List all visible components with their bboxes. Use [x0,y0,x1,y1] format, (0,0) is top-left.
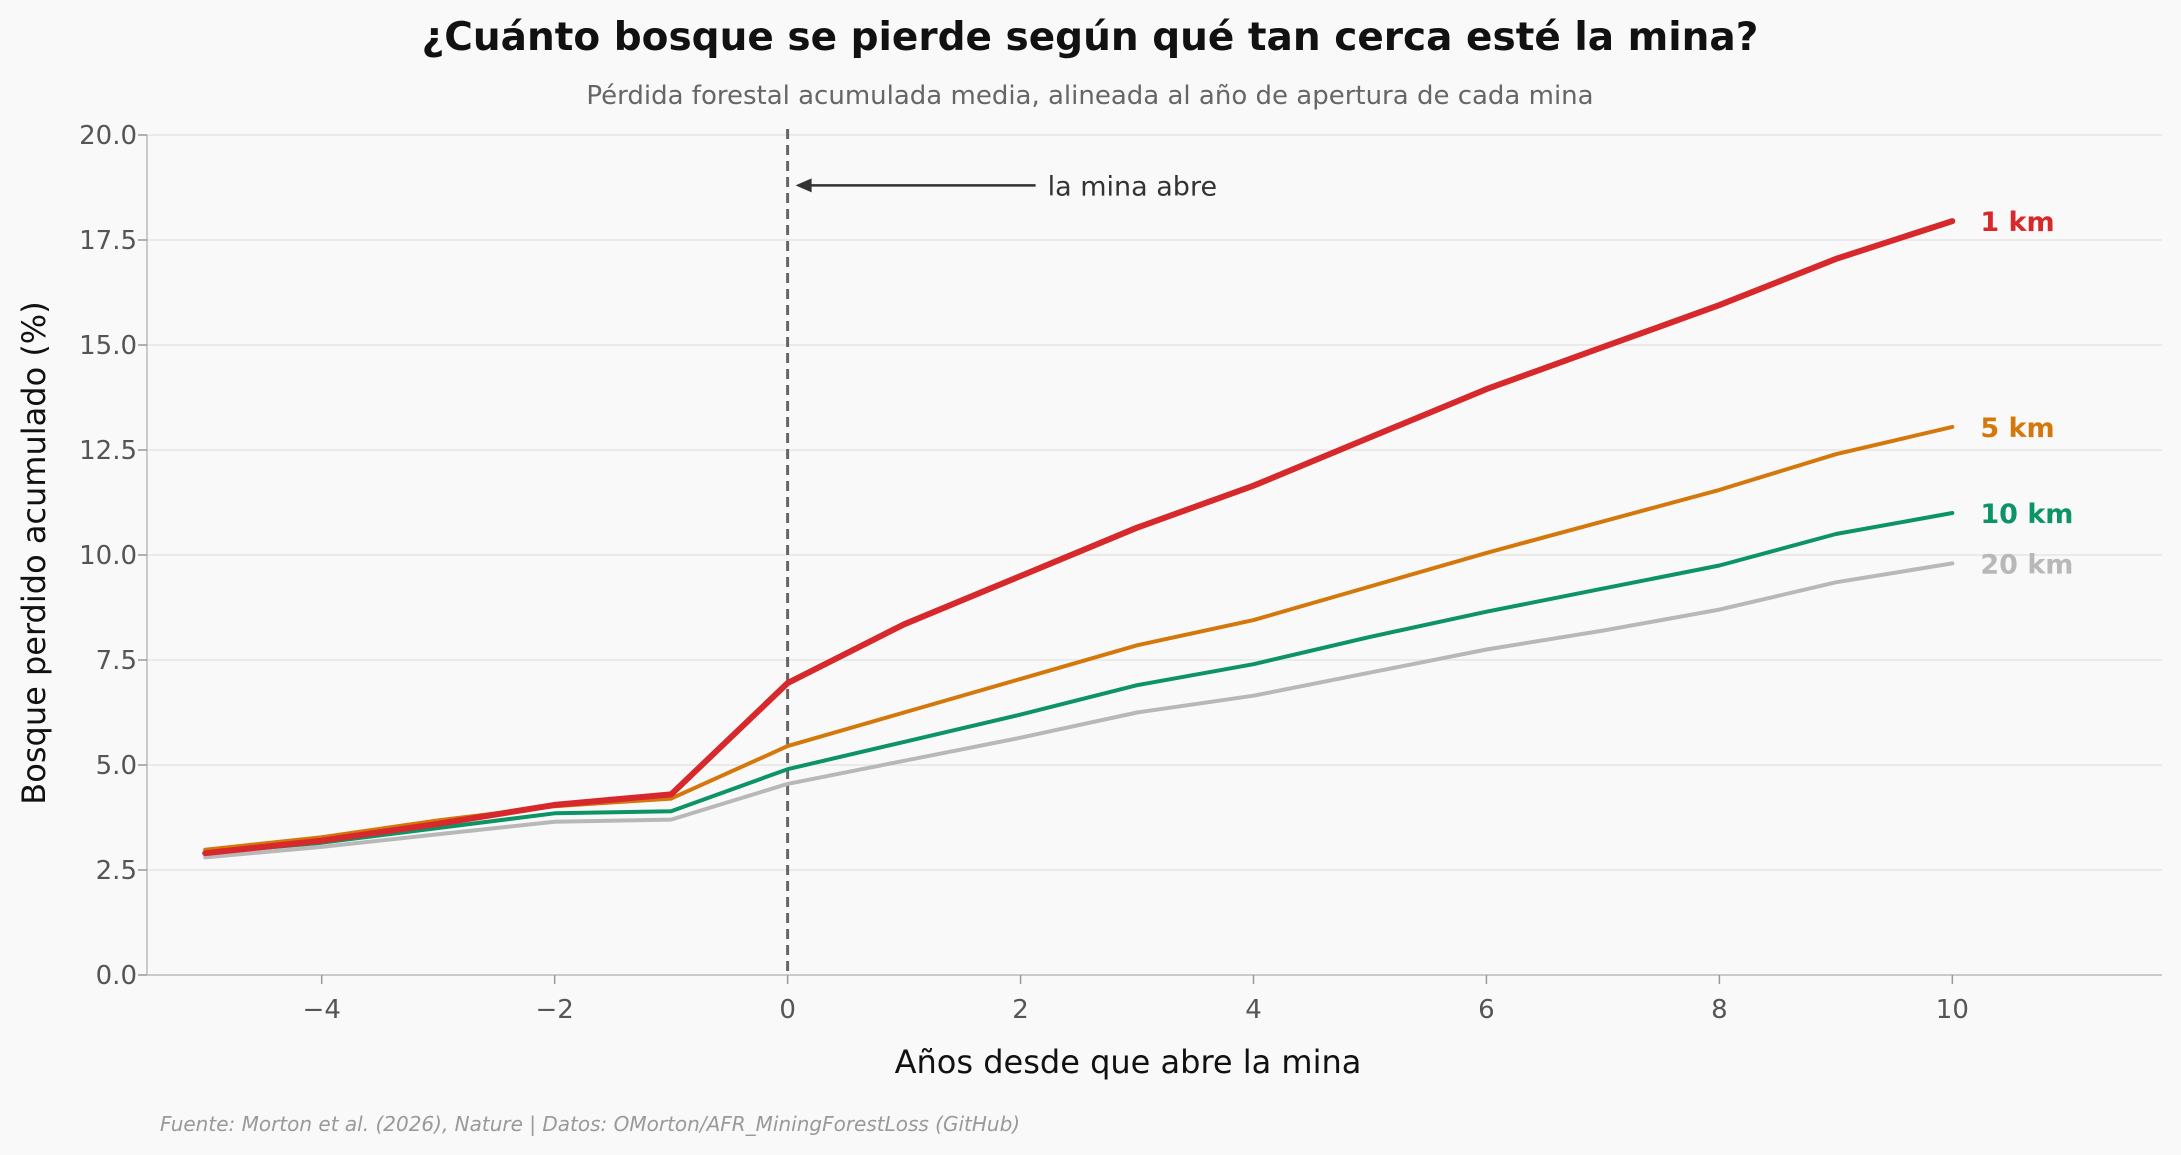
source-note: Fuente: Morton et al. (2026), Nature | D… [160,1112,1020,1136]
x-tick-label: 4 [1245,995,1262,1025]
series-labels: 20 km 10 km 5 km 1 km [1980,207,2073,580]
y-tick-label: 0.0 [96,961,137,991]
y-tick-label: 5.0 [96,751,137,781]
y-tick-label: 17.5 [79,226,137,256]
series-line-1-km [202,218,1956,857]
mine-open-marker: la mina abre [786,129,1217,975]
annotation-arrow-head [795,178,812,193]
y-tick-label: 7.5 [96,646,137,676]
y-tick-label: 10.0 [79,541,137,571]
x-tick-label: 6 [1478,995,1495,1025]
y-ticks: 0.0 2.5 5.0 7.5 10.0 12.5 15.0 17.5 20.0 [79,121,147,991]
series-label-10-km: 10 km [1980,499,2073,530]
y-tick-label: 2.5 [96,856,137,886]
series-lines [202,218,1956,860]
series-label-5-km: 5 km [1980,413,2054,444]
series-line-5-km [203,424,1955,852]
chart-title: ¿Cuánto bosque se pierde según qué tan c… [422,15,1759,60]
y-tick-label: 15.0 [79,331,137,361]
y-tick-label: 12.5 [79,436,137,466]
annotation-text: la mina abre [1048,171,1217,202]
y-tick-label: 20.0 [79,121,137,151]
x-tick-label: 2 [1012,995,1029,1025]
x-tick-label: 8 [1711,995,1728,1025]
x-tick-label: 10 [1936,995,1969,1025]
series-line-20-km [203,561,1955,860]
x-tick-label: 0 [779,995,796,1025]
grid-lines [147,134,2162,871]
chart-subtitle: Pérdida forestal acumulada media, alinea… [586,81,1593,111]
x-ticks: −4 −2 0 2 4 6 8 10 [303,975,1969,1025]
y-axis-label: Bosque perdido acumulado (%) [15,301,53,804]
x-tick-label: −4 [303,995,341,1025]
x-axis-label: Años desde que abre la mina [895,1043,1362,1081]
series-label-1-km: 1 km [1980,207,2054,238]
series-label-20-km: 20 km [1980,549,2073,580]
x-tick-label: −2 [535,995,573,1025]
series-line-10-km [203,511,1955,856]
